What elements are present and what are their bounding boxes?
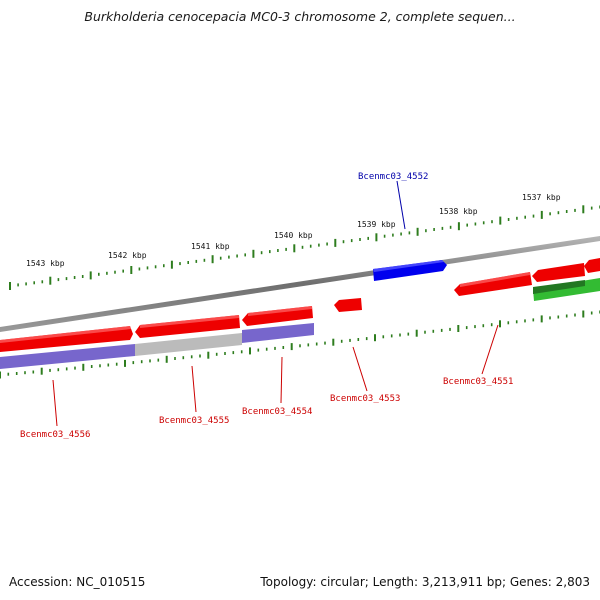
position-ruler	[9, 205, 600, 290]
gene-label-bcenmc03-4556: Bcenmc03_4556	[20, 430, 90, 440]
gene-label-bcenmc03-4555: Bcenmc03_4555	[159, 416, 229, 426]
gene-label-bcenmc03-4554: Bcenmc03_4554	[242, 407, 312, 417]
gene-highlight	[0, 326, 131, 343]
ruler-label: 1539 kbp	[357, 220, 396, 229]
gene-highlight	[373, 260, 444, 272]
label-leader	[396, 180, 406, 230]
label-leader	[191, 365, 197, 413]
gene-bcenmc03-4554[interactable]	[242, 306, 313, 326]
gene-highlight	[460, 272, 530, 287]
lower-tick-track	[0, 310, 600, 379]
ruler-label: 1542 kbp	[108, 251, 147, 260]
label-leader	[280, 356, 283, 404]
label-leader	[52, 379, 58, 427]
label-leader	[481, 324, 499, 375]
gene-bcenmc03-4552[interactable]	[373, 260, 447, 281]
gene-reverse-5[interactable]	[532, 263, 585, 282]
ruler-label: 1541 kbp	[191, 242, 230, 251]
label-leader	[352, 346, 368, 392]
ruler-label: 1538 kbp	[439, 207, 478, 216]
gene-label-bcenmc03-4551: Bcenmc03_4551	[443, 377, 513, 387]
gene-highlight	[248, 306, 312, 316]
ruler-label: 1537 kbp	[522, 193, 561, 202]
gene-highlight	[140, 315, 239, 328]
map-title: Burkholderia cenocepacia MC0-3 chromosom…	[84, 9, 516, 24]
feature-track-segment	[242, 323, 314, 343]
feature-track-segment	[0, 344, 135, 369]
accession-text: Accession: NC_010515	[9, 575, 146, 589]
gene-bcenmc03-4553[interactable]	[334, 298, 362, 312]
feature-track-segment	[533, 280, 585, 294]
gene-label-bcenmc03-4553: Bcenmc03_4553	[330, 394, 400, 404]
gene-bcenmc03-4556[interactable]	[0, 326, 133, 352]
gene-bcenmc03-4555[interactable]	[135, 315, 240, 338]
ruler-label: 1543 kbp	[26, 259, 65, 268]
feature-track-segment	[135, 333, 242, 356]
gene-reverse-6[interactable]	[584, 258, 600, 273]
ruler-label: 1540 kbp	[274, 231, 313, 240]
genome-summary-text: Topology: circular; Length: 3,213,911 bp…	[260, 575, 590, 589]
chromosome-backbone	[0, 236, 600, 333]
gene-label-bcenmc03-4552: Bcenmc03_4552	[358, 172, 428, 182]
